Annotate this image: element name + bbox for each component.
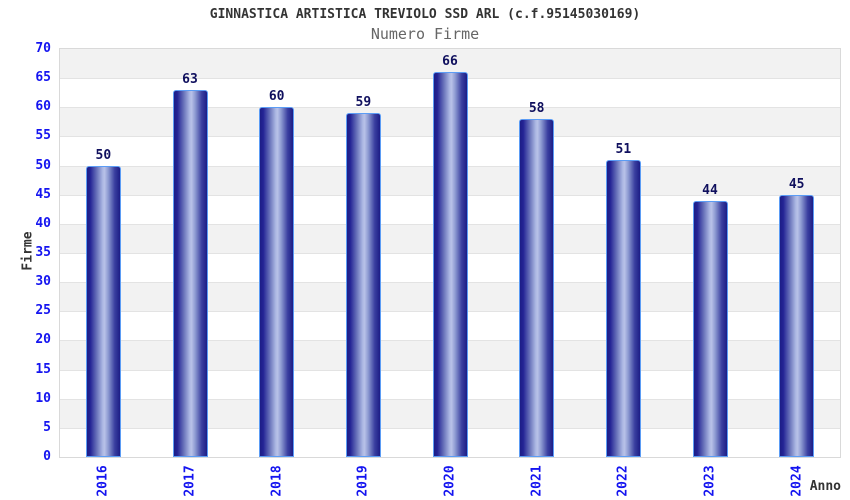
- bar-value-label: 45: [788, 176, 805, 192]
- y-tick-label: 45: [35, 186, 51, 202]
- bar: [432, 72, 468, 457]
- x-tick-label: 2020: [442, 465, 458, 497]
- x-tick-label: 2019: [355, 465, 371, 497]
- x-tick-label: 2017: [182, 465, 198, 497]
- x-tick-label: 2022: [615, 465, 631, 497]
- y-tick-label: 35: [35, 245, 51, 260]
- y-tick-label: 15: [35, 361, 51, 377]
- y-tick-label: 40: [35, 215, 51, 231]
- y-tick-label: 55: [35, 128, 51, 144]
- y-tick-label: 60: [35, 99, 51, 115]
- bar: [85, 165, 121, 457]
- bar: [605, 159, 641, 457]
- y-tick-label: 0: [43, 449, 51, 464]
- bar: [779, 194, 815, 457]
- x-tick-label: 2023: [702, 465, 718, 497]
- bar-value-label: 51: [615, 141, 632, 157]
- y-tick-label: 30: [35, 274, 51, 290]
- bar-value-label: 63: [182, 71, 198, 87]
- x-tick-label: 2021: [529, 465, 545, 497]
- bar: [692, 200, 728, 457]
- bar: [259, 107, 295, 457]
- chart-title: GINNASTICA ARTISTICA TREVIOLO SSD ARL (c…: [209, 7, 641, 22]
- y-tick-label: 25: [35, 303, 51, 319]
- bar-value-label: 66: [442, 54, 458, 70]
- x-tick-label: 2016: [95, 465, 111, 497]
- bar: [345, 113, 381, 457]
- y-tick-label: 20: [35, 332, 51, 348]
- x-axis-label: Anno: [809, 479, 841, 494]
- y-tick-label: 5: [43, 419, 51, 435]
- bar: [172, 89, 208, 457]
- y-tick-label: 50: [35, 157, 51, 173]
- chart-subtitle: Numero Firme: [370, 25, 480, 43]
- y-tick-label: 70: [35, 41, 51, 56]
- bar-value-label: 50: [95, 147, 112, 163]
- x-tick-label: 2018: [269, 465, 285, 497]
- bar-value-label: 59: [355, 95, 372, 111]
- bar-value-label: 58: [528, 100, 545, 116]
- bar: [519, 118, 555, 457]
- y-tick-label: 10: [35, 390, 51, 406]
- bar-value-label: 60: [268, 89, 285, 105]
- x-tick-label: 2024: [789, 465, 805, 497]
- bar-value-label: 44: [702, 182, 718, 198]
- y-tick-label: 65: [35, 70, 51, 86]
